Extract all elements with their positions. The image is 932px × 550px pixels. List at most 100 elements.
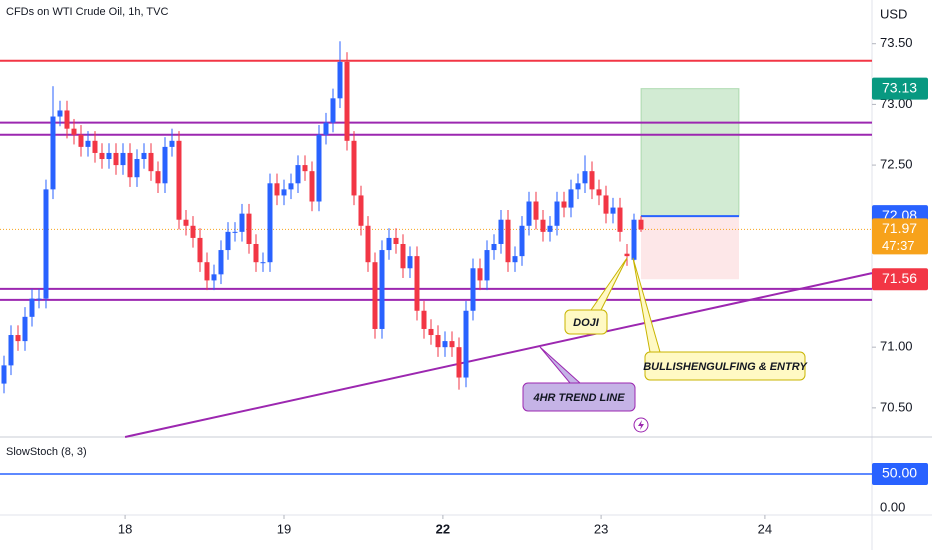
candle-body [239,213,245,232]
stoch-badge-label: 50.00 [882,465,917,481]
candle-body [71,128,77,135]
candle-body [372,262,378,329]
candle-body [505,219,511,263]
price-badge-label: 71.97 [882,220,917,236]
candle-body [8,335,14,366]
candle-body [267,183,273,263]
price-badge-label: 71.56 [882,270,917,286]
stoch-tick-label: 0.00 [880,499,905,514]
candle-body [78,134,84,147]
candle-body [393,237,399,244]
candle-body [176,140,182,220]
candle-body [302,165,308,172]
candle-body [610,207,616,214]
candle-body [295,165,301,184]
callout-box [522,382,636,412]
candle-body [498,219,504,244]
x-tick-label: 22 [436,521,450,536]
candle-body [169,140,175,147]
candle-body [85,140,91,147]
x-tick-label: 19 [277,521,291,536]
candle-body [589,171,595,190]
candle-body [603,195,609,214]
candle-body [309,171,315,202]
candle-body [50,116,56,190]
candle-body [638,219,644,230]
x-tick-label: 23 [594,521,608,536]
candle-body [386,237,392,251]
candle-body [64,110,70,129]
countdown: 47:37 [882,238,915,253]
candle-body [204,262,210,281]
candle-body [484,250,490,281]
candle-body [624,253,630,257]
candle-body [120,152,126,166]
candle-body [351,140,357,196]
candle-body [526,201,532,226]
candle-body [379,250,385,329]
candle-body [225,231,231,251]
candle-body [596,189,602,196]
candle-body [330,98,336,123]
price-badge [872,218,928,255]
candle-body [582,171,588,184]
candle-body [456,347,462,378]
candle-body [260,262,266,264]
candle-body [631,219,637,260]
callout-text: DOJI [573,317,600,329]
y-tick-label: 71.00 [880,339,913,354]
candle-body [36,298,42,300]
candle-body [155,171,161,184]
candle-body [365,225,371,263]
candle-body [106,152,112,160]
candle-body [323,122,329,135]
y-tick-label: 73.50 [880,35,913,50]
candle-body [148,152,154,172]
candle-body [617,207,623,232]
candle-body [575,183,581,190]
candle-body [428,328,434,336]
indicator-title: SlowStoch (8, 3) [6,446,87,458]
candle-body [99,152,105,160]
candle-body [218,250,224,275]
candle-body [232,231,238,233]
candle-body [253,243,259,263]
price-badge-label: 73.13 [882,79,917,95]
candle-body [274,183,280,196]
candle-body [491,243,497,251]
candle-body [113,152,119,166]
chart-title: CFDs on WTI Crude Oil, 1h, TVC [6,6,168,18]
candle-body [57,110,63,117]
candle-body [92,140,98,153]
candle-body [43,189,49,299]
candle-body [477,268,483,281]
candle-body [29,298,35,317]
y-tick-label: 72.50 [880,157,913,172]
candle-body [183,219,189,226]
callout-text: BULLISHENGULFING & ENTRY [643,361,808,373]
candle-body [449,341,455,348]
callout-box [564,309,608,335]
candle-body [316,134,322,202]
candle-body [127,152,133,178]
candle-body [246,213,252,244]
candle-body [554,201,560,226]
candle-body [442,341,448,348]
candle-body [344,61,350,141]
candle-body [568,189,574,208]
candle-body [421,310,427,329]
stop-zone [640,216,739,280]
currency: USD [880,6,907,21]
candle-body [547,225,553,232]
candle-body [533,201,539,220]
candle-body [190,225,196,238]
candle-body [134,159,140,178]
candle-body [211,274,217,281]
x-tick-label: 24 [758,521,772,536]
alert-icon-bolt [638,420,644,430]
candle-body [470,268,476,311]
candle-body [281,189,287,196]
candle-body [15,335,21,342]
